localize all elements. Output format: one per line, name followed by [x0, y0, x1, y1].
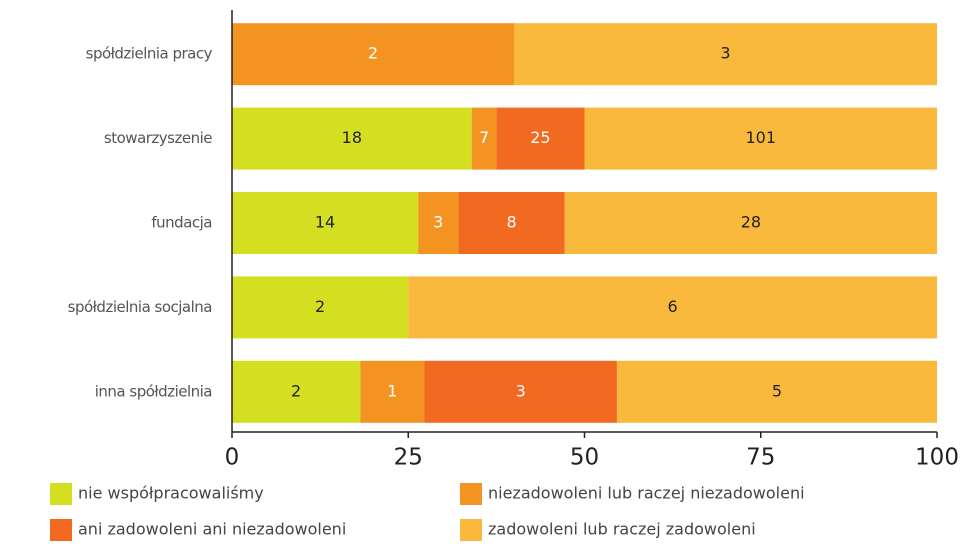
- category-label: inna spółdzielnia: [95, 382, 212, 400]
- category-label: stowarzyszenie: [104, 129, 212, 147]
- category-label: fundacja: [151, 214, 212, 232]
- bar-segment: [514, 23, 937, 86]
- count-label: 25: [530, 128, 550, 147]
- bar-segment: [418, 192, 459, 254]
- bar-segment: [616, 360, 937, 423]
- bar-segment: [232, 107, 472, 170]
- bar-segment: [564, 192, 937, 254]
- legend-swatch: [460, 519, 482, 541]
- count-label: 7: [479, 128, 489, 147]
- x-tick-label: 0: [225, 445, 240, 471]
- count-label: 5: [772, 381, 782, 400]
- bar-segment: [424, 360, 617, 423]
- count-label: 6: [668, 297, 678, 316]
- bar-segment: [232, 360, 361, 423]
- bar-segment: [232, 23, 514, 86]
- x-tick-label: 25: [394, 445, 423, 471]
- bar-segment: [458, 192, 565, 254]
- category-label: spółdzielnia pracy: [86, 45, 213, 63]
- bar-segment: [232, 192, 419, 254]
- count-label: 8: [506, 213, 516, 232]
- category-label: spółdzielnia socjalna: [68, 298, 212, 316]
- count-label: 101: [745, 128, 776, 147]
- legend-swatch: [460, 483, 482, 505]
- count-label: 3: [720, 44, 730, 63]
- x-tick-label: 50: [570, 445, 599, 471]
- legend-label: niezadowoleni lub raczej niezadowoleni: [488, 484, 805, 503]
- legend-label: ani zadowoleni ani niezadowoleni: [78, 520, 346, 539]
- count-label: 28: [741, 213, 761, 232]
- count-label: 2: [315, 297, 325, 316]
- count-label: 1: [387, 381, 397, 400]
- count-label: 2: [291, 381, 301, 400]
- bar-segment: [496, 107, 585, 170]
- bar-segment: [408, 276, 937, 339]
- count-label: 14: [315, 213, 335, 232]
- legend-label: nie współpracowaliśmy: [78, 484, 264, 503]
- x-tick-label: 100: [915, 445, 959, 471]
- legend-swatch: [50, 483, 72, 505]
- count-label: 18: [342, 128, 362, 147]
- bar-segment: [360, 360, 425, 423]
- bar-segment: [584, 107, 937, 170]
- count-label: 2: [368, 44, 378, 63]
- legend-swatch: [50, 519, 72, 541]
- bar-segment: [471, 107, 497, 170]
- count-label: 3: [433, 213, 443, 232]
- legend-label: zadowoleni lub raczej zadowoleni: [488, 520, 756, 539]
- x-tick-label: 75: [746, 445, 775, 471]
- bar-segment: [232, 276, 409, 339]
- count-label: 3: [516, 381, 526, 400]
